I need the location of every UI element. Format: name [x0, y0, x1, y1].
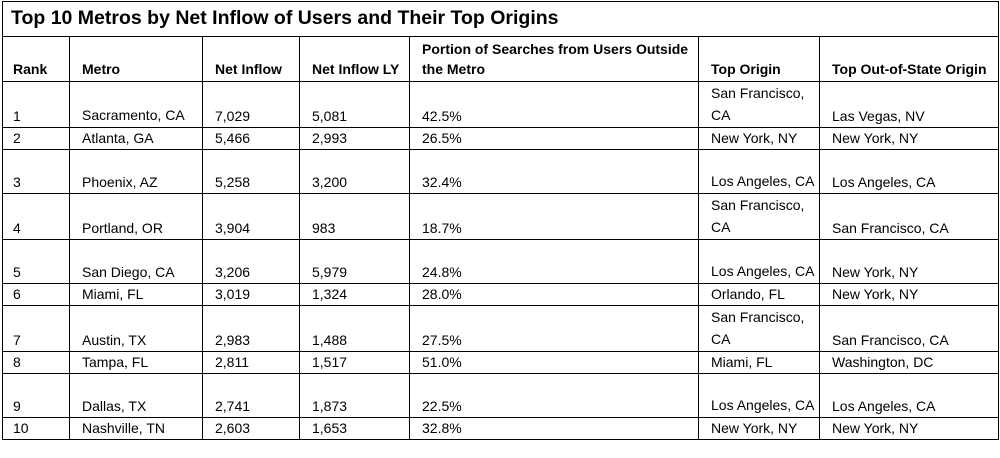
cell-metro: Sacramento, CA: [69, 81, 203, 128]
table-row: 9 Dallas, TX 2,741 1,873 22.5% Los Angel…: [2, 373, 999, 418]
cell-net-inflow-ly: 1,873: [299, 373, 410, 418]
table-row: 10 Nashville, TN 2,603 1,653 32.8% New Y…: [2, 417, 999, 440]
cell-net-inflow: 3,019: [202, 283, 300, 306]
cell-top-oos-origin: New York, NY: [819, 417, 999, 440]
cell-net-inflow-ly: 983: [299, 193, 410, 240]
cell-net-inflow-ly: 5,979: [299, 239, 410, 284]
cell-top-origin: San Francisco, CA: [698, 81, 820, 128]
cell-metro: Phoenix, AZ: [69, 149, 203, 194]
cell-net-inflow-ly: 1,517: [299, 351, 410, 374]
cell-net-inflow: 2,741: [202, 373, 300, 418]
cell-top-oos-origin: Los Angeles, CA: [819, 373, 999, 418]
header-top-origin: Top Origin: [698, 36, 820, 82]
cell-rank: 6: [2, 283, 70, 306]
cell-portion: 32.8%: [409, 417, 699, 440]
cell-net-inflow-ly: 1,324: [299, 283, 410, 306]
cell-portion: 22.5%: [409, 373, 699, 418]
cell-top-origin: Los Angeles, CA: [698, 149, 820, 194]
cell-metro: Dallas, TX: [69, 373, 203, 418]
cell-top-origin: San Francisco, CA: [698, 193, 820, 240]
cell-rank: 8: [2, 351, 70, 374]
cell-top-origin: Miami, FL: [698, 351, 820, 374]
cell-net-inflow-ly: 1,488: [299, 305, 410, 352]
cell-top-oos-origin: Washington, DC: [819, 351, 999, 374]
cell-net-inflow: 2,983: [202, 305, 300, 352]
cell-top-origin: Los Angeles, CA: [698, 373, 820, 418]
cell-rank: 7: [2, 305, 70, 352]
table-row: 4 Portland, OR 3,904 983 18.7% San Franc…: [2, 193, 999, 240]
cell-net-inflow: 5,466: [202, 127, 300, 150]
cell-portion: 18.7%: [409, 193, 699, 240]
header-portion: Portion of Searches from Users Outside t…: [409, 36, 699, 82]
cell-net-inflow-ly: 1,653: [299, 417, 410, 440]
cell-top-origin: Los Angeles, CA: [698, 239, 820, 284]
cell-rank: 1: [2, 81, 70, 128]
cell-net-inflow-ly: 5,081: [299, 81, 410, 128]
cell-metro: Austin, TX: [69, 305, 203, 352]
table-row: 5 San Diego, CA 3,206 5,979 24.8% Los An…: [2, 239, 999, 284]
header-metro: Metro: [69, 36, 203, 82]
cell-rank: 2: [2, 127, 70, 150]
cell-metro: Tampa, FL: [69, 351, 203, 374]
cell-portion: 42.5%: [409, 81, 699, 128]
header-row: Rank Metro Net Inflow Net Inflow LY Port…: [2, 36, 999, 82]
table-row: 6 Miami, FL 3,019 1,324 28.0% Orlando, F…: [2, 283, 999, 306]
cell-top-origin: San Francisco, CA: [698, 305, 820, 352]
cell-rank: 9: [2, 373, 70, 418]
cell-top-oos-origin: San Francisco, CA: [819, 305, 999, 352]
cell-net-inflow: 3,206: [202, 239, 300, 284]
metro-table-container: Top 10 Metros by Net Inflow of Users and…: [2, 1, 999, 440]
cell-top-origin: Orlando, FL: [698, 283, 820, 306]
cell-top-oos-origin: Los Angeles, CA: [819, 149, 999, 194]
cell-top-origin: New York, NY: [698, 417, 820, 440]
cell-portion: 26.5%: [409, 127, 699, 150]
cell-top-oos-origin: New York, NY: [819, 239, 999, 284]
cell-top-oos-origin: New York, NY: [819, 283, 999, 306]
table-row: 7 Austin, TX 2,983 1,488 27.5% San Franc…: [2, 305, 999, 352]
cell-portion: 24.8%: [409, 239, 699, 284]
cell-net-inflow: 2,811: [202, 351, 300, 374]
cell-metro: Portland, OR: [69, 193, 203, 240]
cell-top-oos-origin: Las Vegas, NV: [819, 81, 999, 128]
cell-portion: 51.0%: [409, 351, 699, 374]
cell-rank: 3: [2, 149, 70, 194]
table-row: 8 Tampa, FL 2,811 1,517 51.0% Miami, FL …: [2, 351, 999, 374]
cell-net-inflow-ly: 2,993: [299, 127, 410, 150]
cell-net-inflow: 2,603: [202, 417, 300, 440]
header-net-inflow: Net Inflow: [202, 36, 300, 82]
cell-metro: Atlanta, GA: [69, 127, 203, 150]
header-rank: Rank: [2, 36, 70, 82]
table-row: 3 Phoenix, AZ 5,258 3,200 32.4% Los Ange…: [2, 149, 999, 194]
cell-portion: 32.4%: [409, 149, 699, 194]
cell-top-origin: New York, NY: [698, 127, 820, 150]
table-title: Top 10 Metros by Net Inflow of Users and…: [2, 1, 999, 37]
cell-metro: Nashville, TN: [69, 417, 203, 440]
cell-net-inflow: 3,904: [202, 193, 300, 240]
cell-rank: 10: [2, 417, 70, 440]
header-top-oos-origin: Top Out-of-State Origin: [819, 36, 999, 82]
cell-top-oos-origin: New York, NY: [819, 127, 999, 150]
cell-portion: 27.5%: [409, 305, 699, 352]
cell-net-inflow-ly: 3,200: [299, 149, 410, 194]
cell-net-inflow: 7,029: [202, 81, 300, 128]
metro-inflow-table: Top 10 Metros by Net Inflow of Users and…: [2, 1, 999, 440]
header-net-inflow-ly: Net Inflow LY: [299, 36, 410, 82]
table-row: 2 Atlanta, GA 5,466 2,993 26.5% New York…: [2, 127, 999, 150]
cell-net-inflow: 5,258: [202, 149, 300, 194]
cell-rank: 5: [2, 239, 70, 284]
cell-top-oos-origin: San Francisco, CA: [819, 193, 999, 240]
cell-metro: Miami, FL: [69, 283, 203, 306]
cell-rank: 4: [2, 193, 70, 240]
table-row: 1 Sacramento, CA 7,029 5,081 42.5% San F…: [2, 81, 999, 128]
cell-portion: 28.0%: [409, 283, 699, 306]
cell-metro: San Diego, CA: [69, 239, 203, 284]
